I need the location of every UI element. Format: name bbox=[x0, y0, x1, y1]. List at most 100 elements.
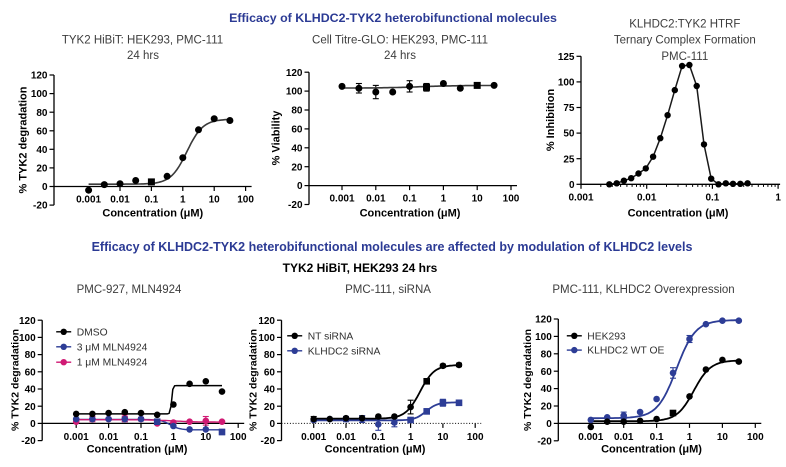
svg-text:50: 50 bbox=[563, 129, 575, 140]
svg-text:1: 1 bbox=[180, 195, 186, 206]
svg-text:75: 75 bbox=[563, 103, 575, 114]
svg-text:0.1: 0.1 bbox=[134, 432, 148, 443]
svg-text:100: 100 bbox=[535, 332, 552, 343]
svg-text:25: 25 bbox=[563, 154, 575, 165]
svg-text:Concentration (μM): Concentration (μM) bbox=[360, 208, 461, 220]
svg-text:Concentration (μM): Concentration (μM) bbox=[102, 208, 203, 220]
svg-text:125: 125 bbox=[558, 52, 575, 63]
svg-text:0.001: 0.001 bbox=[578, 432, 603, 443]
svg-text:100: 100 bbox=[747, 432, 764, 443]
svg-text:0.001: 0.001 bbox=[568, 192, 593, 203]
svg-text:% Viability: % Viability bbox=[271, 110, 283, 166]
svg-text:Efficacy of KLHDC2-TYK2 hetero: Efficacy of KLHDC2-TYK2 heterobifunction… bbox=[229, 11, 557, 25]
svg-text:20: 20 bbox=[291, 162, 303, 173]
svg-text:100: 100 bbox=[31, 89, 48, 100]
svg-text:0.001: 0.001 bbox=[64, 432, 89, 443]
svg-text:0.01: 0.01 bbox=[366, 194, 386, 205]
svg-text:NT siRNA: NT siRNA bbox=[308, 331, 354, 342]
svg-text:TYK2 HiBiT: HEK293, PMC-111: TYK2 HiBiT: HEK293, PMC-111 bbox=[62, 35, 223, 47]
svg-text:PMC-111: PMC-111 bbox=[661, 51, 708, 63]
svg-text:60: 60 bbox=[264, 367, 276, 378]
svg-text:-20: -20 bbox=[537, 436, 552, 447]
svg-text:0.01: 0.01 bbox=[637, 192, 657, 203]
svg-text:Concentration (μM): Concentration (μM) bbox=[628, 208, 729, 220]
svg-text:10: 10 bbox=[472, 194, 484, 205]
svg-text:20: 20 bbox=[36, 164, 48, 175]
svg-text:KLHDC2 siRNA: KLHDC2 siRNA bbox=[308, 346, 381, 357]
svg-text:% TYK2 degradation: % TYK2 degradation bbox=[522, 329, 534, 431]
svg-text:20: 20 bbox=[25, 402, 37, 413]
svg-text:1: 1 bbox=[687, 432, 693, 443]
svg-text:10: 10 bbox=[209, 195, 221, 206]
svg-text:100: 100 bbox=[467, 432, 484, 443]
svg-text:PMC-927, MLN4924: PMC-927, MLN4924 bbox=[77, 284, 182, 296]
svg-text:0.1: 0.1 bbox=[705, 192, 719, 203]
svg-text:TYK2 HiBiT, HEK293 24 hrs: TYK2 HiBiT, HEK293 24 hrs bbox=[283, 261, 438, 275]
svg-text:% TYK2 degradation: % TYK2 degradation bbox=[247, 329, 259, 431]
svg-text:60: 60 bbox=[36, 126, 48, 137]
svg-text:1: 1 bbox=[171, 432, 177, 443]
svg-text:-20: -20 bbox=[261, 436, 276, 447]
svg-text:10: 10 bbox=[717, 432, 729, 443]
svg-text:Concentration (μM): Concentration (μM) bbox=[601, 444, 702, 456]
svg-text:120: 120 bbox=[258, 316, 275, 327]
svg-text:% Inhibition: % Inhibition bbox=[545, 89, 557, 152]
svg-text:40: 40 bbox=[36, 145, 48, 156]
svg-text:Cell Titre-GLO: HEK293, PMC-11: Cell Titre-GLO: HEK293, PMC-111 bbox=[312, 35, 488, 47]
svg-text:60: 60 bbox=[25, 367, 37, 378]
svg-text:KLHDC2 WT OE: KLHDC2 WT OE bbox=[587, 346, 664, 357]
svg-text:HEK293: HEK293 bbox=[587, 331, 626, 342]
svg-text:0: 0 bbox=[569, 180, 575, 191]
svg-text:0: 0 bbox=[297, 181, 303, 192]
svg-text:40: 40 bbox=[25, 385, 37, 396]
svg-text:0: 0 bbox=[30, 419, 36, 430]
svg-text:0: 0 bbox=[42, 182, 48, 193]
svg-text:0.001: 0.001 bbox=[76, 195, 101, 206]
svg-text:-20: -20 bbox=[288, 200, 303, 211]
svg-text:3 μM MLN4924: 3 μM MLN4924 bbox=[77, 342, 148, 353]
svg-text:0.01: 0.01 bbox=[336, 432, 356, 443]
svg-text:0.1: 0.1 bbox=[403, 194, 417, 205]
svg-text:-20: -20 bbox=[21, 436, 36, 447]
svg-text:100: 100 bbox=[503, 194, 520, 205]
svg-text:10: 10 bbox=[437, 432, 449, 443]
svg-text:80: 80 bbox=[264, 350, 276, 361]
svg-text:20: 20 bbox=[541, 402, 553, 413]
svg-text:24 hrs: 24 hrs bbox=[127, 50, 159, 62]
svg-text:0.01: 0.01 bbox=[110, 195, 130, 206]
svg-text:KLHDC2:TYK2 HTRF: KLHDC2:TYK2 HTRF bbox=[629, 19, 740, 31]
svg-text:PMC-111, KLHDC2 Overexpression: PMC-111, KLHDC2 Overexpression bbox=[552, 284, 734, 296]
svg-text:0: 0 bbox=[546, 419, 552, 430]
svg-text:1: 1 bbox=[441, 194, 447, 205]
svg-text:80: 80 bbox=[291, 106, 303, 117]
svg-text:1 μM MLN4924: 1 μM MLN4924 bbox=[77, 358, 148, 369]
svg-text:0.1: 0.1 bbox=[650, 432, 664, 443]
svg-text:80: 80 bbox=[36, 108, 48, 119]
svg-text:60: 60 bbox=[291, 125, 303, 136]
svg-text:120: 120 bbox=[286, 68, 303, 79]
svg-text:DMSO: DMSO bbox=[77, 327, 108, 338]
svg-text:1: 1 bbox=[408, 432, 414, 443]
svg-text:60: 60 bbox=[541, 367, 553, 378]
svg-text:100: 100 bbox=[230, 432, 247, 443]
svg-text:% TYK2 degradation: % TYK2 degradation bbox=[17, 86, 29, 193]
svg-text:100: 100 bbox=[558, 78, 575, 89]
svg-text:0.001: 0.001 bbox=[301, 432, 326, 443]
svg-text:0.01: 0.01 bbox=[614, 432, 634, 443]
svg-text:PMC-111, siRNA: PMC-111, siRNA bbox=[345, 284, 431, 296]
svg-text:0: 0 bbox=[269, 419, 275, 430]
svg-text:40: 40 bbox=[264, 385, 276, 396]
svg-text:100: 100 bbox=[19, 333, 36, 344]
svg-text:40: 40 bbox=[291, 143, 303, 154]
svg-text:24 hrs: 24 hrs bbox=[384, 50, 416, 62]
svg-text:Concentration (μM): Concentration (μM) bbox=[87, 444, 188, 456]
svg-text:40: 40 bbox=[541, 384, 553, 395]
svg-text:100: 100 bbox=[258, 333, 275, 344]
svg-text:100: 100 bbox=[237, 195, 254, 206]
svg-text:Concentration (μM): Concentration (μM) bbox=[325, 444, 426, 456]
svg-text:% TYK2 degradation: % TYK2 degradation bbox=[9, 329, 21, 431]
svg-text:80: 80 bbox=[541, 349, 553, 360]
svg-text:20: 20 bbox=[264, 402, 276, 413]
svg-text:0.1: 0.1 bbox=[371, 432, 385, 443]
svg-text:-20: -20 bbox=[33, 201, 48, 212]
